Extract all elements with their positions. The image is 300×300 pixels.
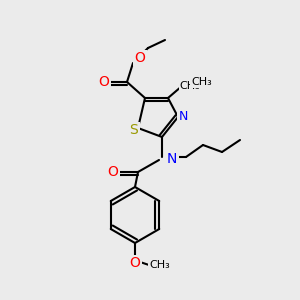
Text: CH₃: CH₃ bbox=[191, 77, 212, 87]
Text: O: O bbox=[130, 256, 140, 270]
Text: O: O bbox=[108, 165, 118, 179]
Text: S: S bbox=[130, 123, 138, 137]
Text: O: O bbox=[135, 51, 146, 65]
Text: N: N bbox=[178, 110, 188, 122]
Text: CH₃: CH₃ bbox=[149, 260, 170, 270]
Text: CH₃: CH₃ bbox=[180, 81, 200, 91]
Text: N: N bbox=[167, 152, 177, 166]
Text: O: O bbox=[99, 75, 110, 89]
